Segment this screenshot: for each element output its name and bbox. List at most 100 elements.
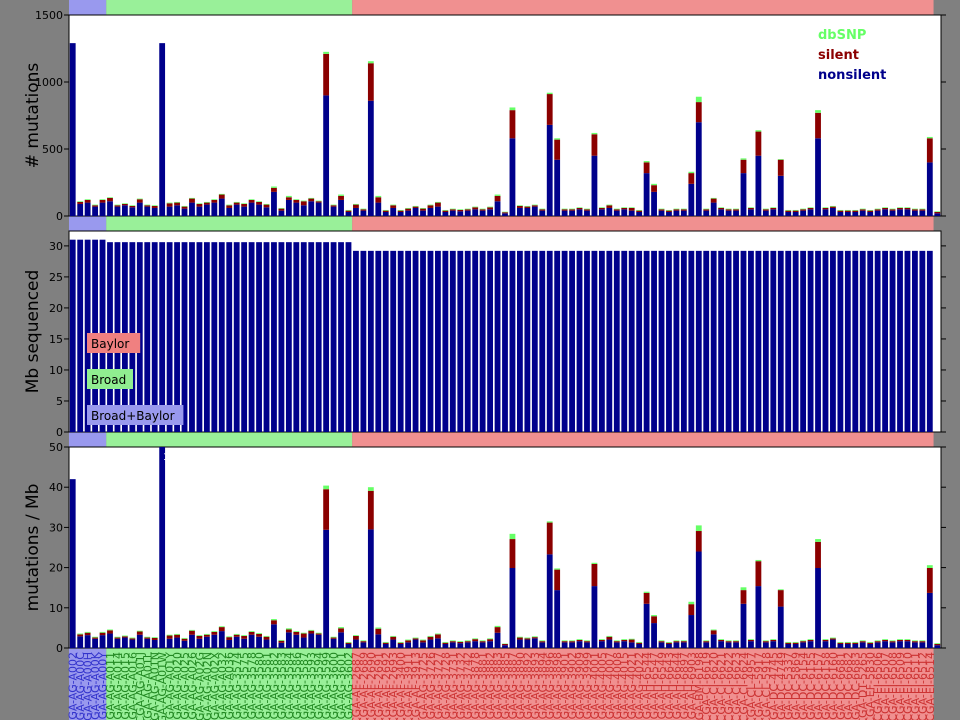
bar-nonsilent bbox=[99, 635, 106, 648]
bar-silent bbox=[561, 209, 568, 211]
bar-dbSNP bbox=[837, 209, 844, 211]
bar-nonsilent bbox=[412, 639, 419, 648]
bar-nonsilent bbox=[189, 634, 195, 648]
sample-label: TCGA-EI-6508 bbox=[887, 652, 900, 720]
bar-coverage bbox=[427, 250, 434, 432]
bar-silent bbox=[695, 531, 702, 552]
bar-dbSNP bbox=[531, 636, 538, 638]
bar-coverage bbox=[367, 250, 374, 432]
y-tick-label: 50 bbox=[49, 441, 63, 454]
bar-dbSNP bbox=[293, 199, 300, 200]
sample-label: TCGA-CI-6619 bbox=[700, 652, 713, 720]
bar-nonsilent bbox=[576, 641, 583, 648]
bar-dbSNP bbox=[308, 197, 315, 199]
y-tick-label: 15 bbox=[49, 333, 63, 346]
center-strip-mid-2 bbox=[106, 432, 353, 447]
sample-label: TCGA-AF-2689 bbox=[357, 652, 370, 720]
bar-dbSNP bbox=[241, 635, 248, 636]
bar-dbSNP bbox=[800, 208, 807, 210]
bar-coverage bbox=[733, 250, 739, 432]
bar-dbSNP bbox=[554, 138, 561, 140]
bar-dbSNP bbox=[375, 195, 382, 198]
bar-silent bbox=[561, 641, 568, 643]
sample-label: TCGA-EI-6511 bbox=[909, 652, 922, 720]
bar-dbSNP bbox=[673, 208, 680, 210]
bar-coverage bbox=[926, 250, 933, 432]
bar-nonsilent bbox=[121, 637, 128, 648]
bar-silent bbox=[405, 208, 412, 211]
bar-dbSNP bbox=[435, 201, 441, 203]
bar-coverage bbox=[710, 250, 717, 432]
bar-coverage bbox=[651, 250, 657, 432]
bar-silent bbox=[651, 616, 657, 624]
chart-bars: 12122 2248 393 74 bbox=[69, 20, 941, 648]
bar-silent bbox=[151, 637, 158, 640]
y-axis-label: mutations / Mb bbox=[23, 484, 43, 612]
bar-dbSNP bbox=[114, 636, 121, 638]
bar-nonsilent bbox=[293, 634, 300, 648]
bar-nonsilent bbox=[285, 199, 292, 216]
bar-silent bbox=[323, 489, 330, 530]
bar-coverage bbox=[569, 250, 575, 432]
bar-silent bbox=[464, 641, 471, 643]
bar-dbSNP bbox=[882, 639, 889, 640]
bar-nonsilent bbox=[77, 636, 84, 648]
sample-label: TCGA-AG-3580 bbox=[253, 652, 266, 720]
bar-silent bbox=[859, 641, 866, 643]
bar-dbSNP bbox=[315, 200, 322, 202]
bar-silent bbox=[166, 635, 173, 639]
bar-silent bbox=[233, 202, 240, 205]
sample-label: TCGA-AG-3593 bbox=[305, 652, 318, 720]
bar-coverage bbox=[412, 250, 419, 432]
bar-coverage bbox=[777, 250, 784, 432]
bar-silent bbox=[360, 209, 367, 211]
bar-dbSNP bbox=[285, 628, 292, 630]
bar-coverage bbox=[278, 242, 285, 432]
bar-silent bbox=[666, 210, 672, 212]
bar-silent bbox=[807, 639, 814, 642]
bar-silent bbox=[241, 635, 248, 639]
bar-nonsilent bbox=[323, 529, 330, 648]
overflow-label: 393 bbox=[73, 452, 81, 465]
plot-area bbox=[68, 446, 942, 649]
bar-silent bbox=[420, 640, 426, 643]
bar-coverage bbox=[382, 250, 389, 432]
bar-coverage bbox=[144, 242, 151, 432]
sample-label: TCGA-AG-A036 bbox=[223, 652, 236, 720]
bar-dbSNP bbox=[285, 195, 292, 198]
bar-silent bbox=[196, 635, 203, 639]
center-legend-box bbox=[87, 405, 184, 425]
bar-nonsilent bbox=[92, 638, 98, 648]
bar-nonsilent bbox=[837, 211, 844, 216]
bar-nonsilent bbox=[576, 209, 583, 216]
bar-dbSNP bbox=[762, 208, 769, 210]
bar-dbSNP bbox=[934, 643, 941, 644]
bar-coverage bbox=[912, 250, 918, 432]
bar-silent bbox=[121, 203, 128, 206]
bar-silent bbox=[472, 639, 479, 642]
bar-nonsilent bbox=[345, 211, 352, 216]
bar-silent bbox=[278, 640, 285, 643]
bar-nonsilent bbox=[531, 206, 538, 216]
bar-coverage bbox=[643, 250, 650, 432]
bar-silent bbox=[807, 207, 814, 210]
bar-silent bbox=[435, 634, 441, 639]
bar-dbSNP bbox=[897, 639, 903, 640]
sample-label: TCGA-EI-6512 bbox=[916, 652, 929, 720]
bar-nonsilent bbox=[926, 592, 933, 648]
bar-dbSNP bbox=[554, 568, 561, 570]
sample-label: TCGA-CI-6621 bbox=[715, 652, 728, 720]
bar-silent bbox=[539, 641, 546, 643]
center-strip-mid-2 bbox=[352, 432, 934, 447]
bar-dbSNP bbox=[852, 641, 859, 643]
bar-dbSNP bbox=[688, 601, 695, 605]
center-strip-mid-2 bbox=[69, 432, 107, 447]
bar-nonsilent bbox=[69, 43, 76, 216]
bar-dbSNP bbox=[107, 629, 113, 631]
bar-silent bbox=[613, 209, 620, 211]
sample-label: TCGA-AG-3601 bbox=[335, 652, 348, 720]
bar-silent bbox=[397, 642, 404, 644]
bar-dbSNP bbox=[897, 207, 903, 208]
bar-nonsilent bbox=[703, 210, 710, 216]
